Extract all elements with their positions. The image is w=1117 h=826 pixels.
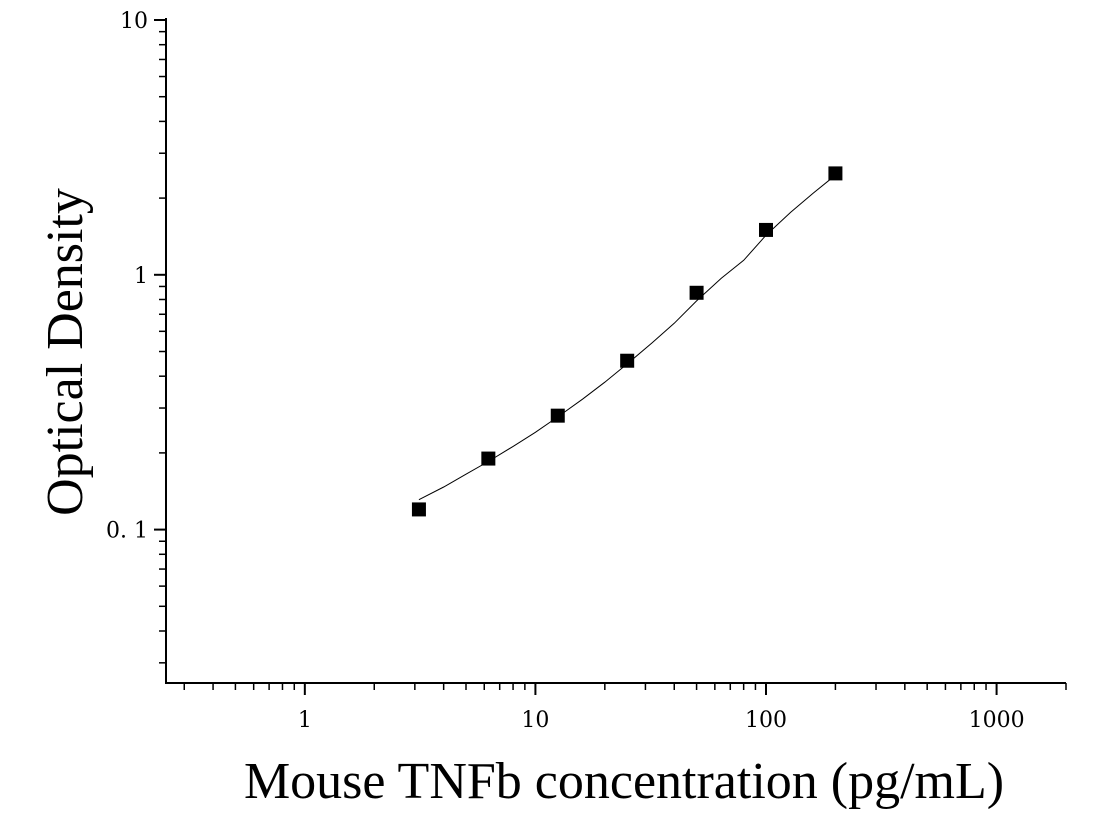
- data-point: [828, 166, 843, 181]
- data-point: [620, 353, 635, 368]
- y-tick-labels: 0. 1 1 10: [106, 9, 148, 544]
- y-tick-label: 10: [120, 9, 148, 34]
- y-ticks: [154, 19, 166, 664]
- y-tick-label: 1: [134, 264, 148, 289]
- x-tick-label: 1000: [969, 708, 1025, 733]
- data-markers: [411, 166, 843, 517]
- axes: [165, 18, 1066, 684]
- x-ticks: [183, 683, 1067, 695]
- x-tick-label: 10: [521, 708, 549, 733]
- x-tick-label: 100: [745, 708, 787, 733]
- data-point: [481, 451, 496, 466]
- y-tick-label: 0. 1: [106, 519, 148, 544]
- data-point: [759, 222, 773, 237]
- x-tick-labels: 1 10 100 1000: [298, 708, 1025, 733]
- data-point: [411, 502, 426, 517]
- data-point: [689, 285, 704, 300]
- data-point: [550, 408, 565, 423]
- y-axis-title: Optical Density: [37, 188, 94, 516]
- x-tick-label: 1: [298, 708, 312, 733]
- x-axis-title: Mouse TNFb concentration (pg/mL): [244, 753, 1004, 810]
